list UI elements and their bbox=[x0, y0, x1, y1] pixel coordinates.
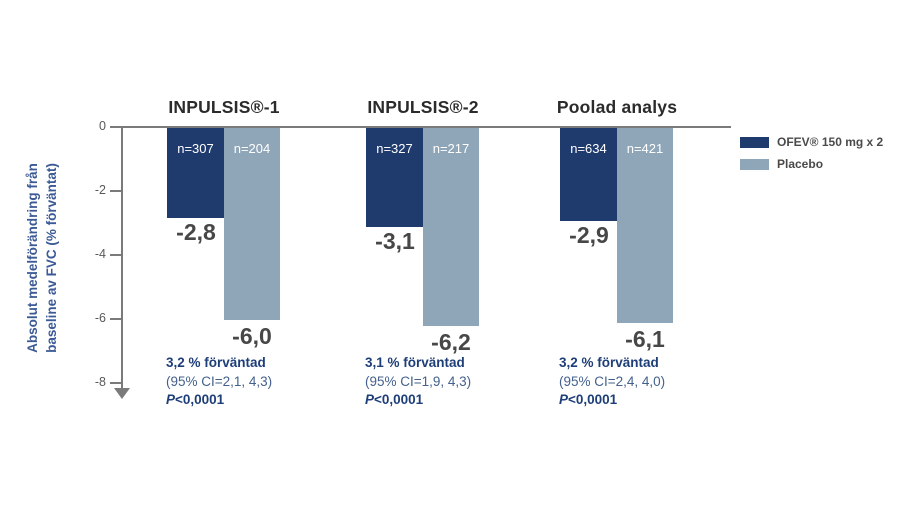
y-tick-label-2: -2 bbox=[94, 183, 106, 197]
legend: OFEV® 150 mg x 2 Placebo bbox=[740, 135, 883, 179]
y-tick-2 bbox=[110, 190, 122, 192]
bar-ofev-inpulsis1: n=307 bbox=[167, 128, 224, 218]
bar-placebo-inpulsis1: n=204 bbox=[224, 128, 280, 320]
group-title-inpulsis2: INPULSIS®-2 bbox=[367, 97, 479, 117]
annotation-difference: 3,2 % förväntad bbox=[559, 355, 659, 370]
value-label-ofev-pooled: -2,9 bbox=[569, 222, 609, 248]
y-tick-label-8: -8 bbox=[94, 375, 106, 389]
bar-placebo-pooled: n=421 bbox=[617, 128, 673, 323]
y-tick-label-4: -4 bbox=[94, 247, 106, 261]
bar-ofev-pooled: n=634 bbox=[560, 128, 617, 221]
bar-placebo-inpulsis2: n=217 bbox=[423, 128, 479, 326]
y-axis-title: Absolut medelförändring från baseline av… bbox=[23, 132, 61, 384]
value-label-ofev-inpulsis1: -2,8 bbox=[176, 219, 216, 245]
legend-label-ofev: OFEV® 150 mg x 2 bbox=[777, 135, 884, 149]
bar-ofev-inpulsis2: n=327 bbox=[366, 128, 423, 227]
group-title-inpulsis1: INPULSIS®-1 bbox=[168, 97, 280, 117]
annotation-pooled: 3,2 % förväntad (95% CI=2,4, 4,0) P<0,00… bbox=[559, 354, 759, 410]
y-axis-line bbox=[121, 126, 123, 390]
y-tick-8 bbox=[110, 382, 122, 384]
y-axis-title-line2: baseline av FVC (% förväntat) bbox=[44, 163, 59, 353]
value-label-ofev-inpulsis2: -3,1 bbox=[375, 228, 415, 254]
y-tick-0 bbox=[110, 126, 122, 128]
annotation-difference: 3,2 % förväntad bbox=[166, 355, 266, 370]
annotation-pvalue: P<0,0001 bbox=[559, 392, 618, 407]
annotation-ci: (95% CI=2,4, 4,0) bbox=[559, 373, 666, 389]
y-axis-title-line1: Absolut medelförändring från bbox=[25, 163, 40, 353]
annotation-inpulsis1: 3,2 % förväntad (95% CI=2,1, 4,3) P<0,00… bbox=[166, 354, 366, 410]
annotation-ci: (95% CI=2,1, 4,3) bbox=[166, 373, 273, 389]
legend-swatch-ofev bbox=[740, 136, 769, 148]
y-tick-6 bbox=[110, 318, 122, 320]
legend-label-placebo: Placebo bbox=[777, 157, 824, 171]
n-label-ofev-pooled: n=634 bbox=[570, 141, 607, 156]
value-label-placebo-inpulsis2: -6,2 bbox=[431, 329, 471, 355]
n-label-placebo-pooled: n=421 bbox=[626, 141, 664, 156]
n-label-ofev-inpulsis2: n=327 bbox=[376, 141, 413, 156]
n-label-placebo-inpulsis2: n=217 bbox=[432, 141, 470, 156]
y-tick-4 bbox=[110, 254, 122, 256]
legend-row-ofev: OFEV® 150 mg x 2 bbox=[740, 135, 883, 149]
zero-baseline bbox=[121, 126, 731, 128]
annotation-pvalue: P<0,0001 bbox=[365, 392, 424, 407]
annotation-ci: (95% CI=1,9, 4,3) bbox=[365, 373, 472, 389]
group-title-pooled: Poolad analys bbox=[556, 97, 678, 117]
y-tick-label-6: -6 bbox=[94, 311, 106, 325]
value-label-placebo-pooled: -6,1 bbox=[625, 326, 665, 352]
annotation-pvalue: P<0,0001 bbox=[166, 392, 225, 407]
n-label-placebo-inpulsis1: n=204 bbox=[233, 141, 271, 156]
n-label-ofev-inpulsis1: n=307 bbox=[177, 141, 214, 156]
legend-swatch-placebo bbox=[740, 158, 769, 170]
annotation-difference: 3,1 % förväntad bbox=[365, 355, 465, 370]
value-label-placebo-inpulsis1: -6,0 bbox=[232, 323, 272, 349]
annotation-inpulsis2: 3,1 % förväntad (95% CI=1,9, 4,3) P<0,00… bbox=[365, 354, 565, 410]
y-axis-arrow-icon bbox=[114, 388, 130, 399]
legend-row-placebo: Placebo bbox=[740, 157, 883, 171]
y-tick-label-0: 0 bbox=[99, 119, 106, 133]
